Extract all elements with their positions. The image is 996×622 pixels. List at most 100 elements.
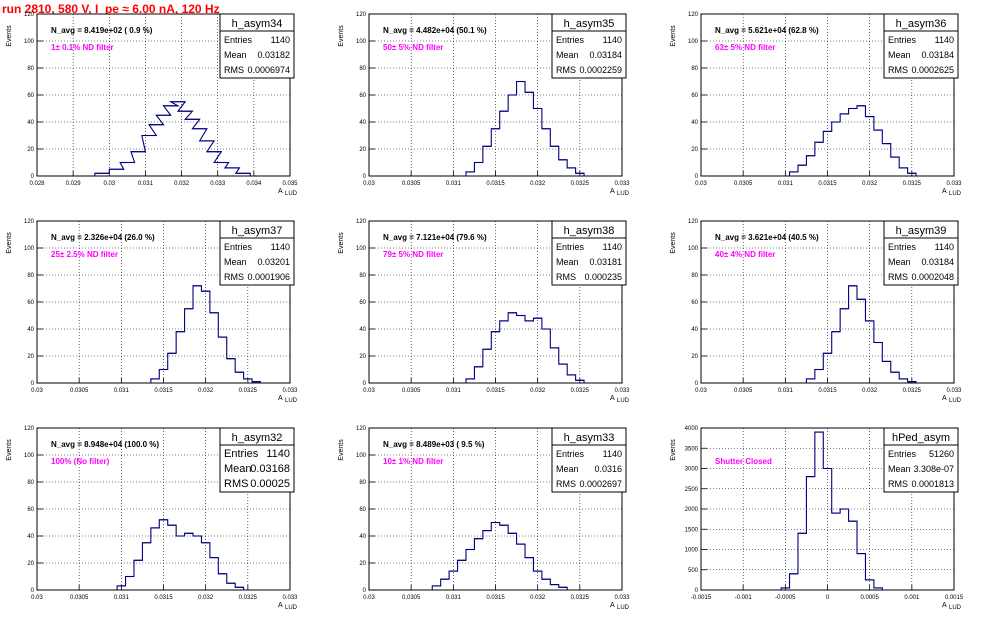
y-tick-label: 120 [24,12,35,18]
stats-value-mean: 0.03182 [257,50,290,60]
x-axis-label: A [278,395,283,402]
y-tick-label: 20 [359,354,366,360]
y-tick-label: 80 [27,480,34,486]
histogram-svg: 0.03 0.0305 0.031 0.0315 0.032 0.0325 0.033 0 20… [338,12,630,197]
stats-label-mean: Mean [224,463,252,475]
y-tick-label: 60 [359,300,366,306]
stats-value-entries: 1140 [603,35,622,45]
stats-box [219,427,295,493]
x-tick-label: 0.0315 [818,181,837,187]
stats-title: h_asym37 [232,225,283,237]
stats-value-mean: 3.308e-07 [913,464,954,474]
y-tick-label: 80 [27,66,34,72]
x-tick-label: 0.028 [29,181,45,187]
histogram-svg: 0.03 0.0305 0.031 0.0315 0.032 0.0325 0.033 0 20… [338,219,630,404]
stats-label-rms: RMS [224,65,244,75]
histogram-svg: 0.03 0.0305 0.031 0.0315 0.032 0.0325 0.033 0 20… [670,12,962,197]
histogram-panel-h_asym33: 0.03 0.0305 0.031 0.0315 0.032 0.0325 0.033 0 20… [332,414,664,621]
histogram-panel-h_asym39: 0.03 0.0305 0.031 0.0315 0.032 0.0325 0.033 0 20… [664,207,996,414]
x-axis-label: A [942,188,947,195]
x-tick-label: 0.0315 [486,181,505,187]
x-tick-label: 0.03 [695,388,707,394]
stats-value-entries: 1140 [603,449,622,459]
x-tick-label: 0.033 [614,388,630,394]
y-tick-label: 120 [688,219,699,225]
y-tick-label: 40 [27,534,34,540]
y-tick-label: 40 [27,120,34,126]
y-tick-label: 120 [24,426,35,432]
x-tick-label: 0.0015 [945,595,964,601]
stats-value-entries: 1140 [271,242,290,252]
x-tick-label: 0.032 [174,181,190,187]
x-axis-subscript: LUD [949,398,962,404]
y-axis-label: Events [670,439,677,461]
y-tick-label: 80 [359,66,366,72]
y-axis-label: Events [338,25,345,47]
y-tick-label: 40 [359,120,366,126]
x-axis-label: A [610,602,615,609]
x-tick-label: 0.031 [114,595,130,601]
filter-label: 25± 2.5% ND filter [51,250,118,259]
x-tick-label: 0.03 [695,181,707,187]
x-tick-label: -0.001 [735,595,753,601]
x-tick-label: 0.034 [246,181,262,187]
y-tick-label: 60 [27,507,34,513]
x-tick-label: 0.033 [946,181,962,187]
stats-label-entries: Entries [556,35,585,45]
histogram-panel-h_asym38: 0.03 0.0305 0.031 0.0315 0.032 0.0325 0.033 0 20… [332,207,664,414]
y-tick-label: 100 [24,39,35,45]
stats-value-mean: 0.03184 [589,50,622,60]
y-tick-label: 100 [688,246,699,252]
y-tick-label: 40 [691,120,698,126]
y-tick-label: 1500 [685,527,699,533]
filter-label: 1± 0.1% ND filter [51,43,114,52]
stats-label-rms: RMS [224,272,244,282]
x-tick-label: 0.032 [862,388,878,394]
stats-box [883,13,959,79]
x-tick-label: 0.0325 [239,595,258,601]
stats-value-mean: 0.0316 [594,464,622,474]
x-tick-label: 0.033 [614,595,630,601]
y-tick-label: 0 [363,174,367,180]
y-tick-label: 0 [695,588,699,594]
y-tick-label: 40 [359,534,366,540]
x-axis-label: A [610,188,615,195]
y-tick-label: 0 [363,381,367,387]
stats-label-rms: RMS [888,65,908,75]
n-avg-label: N_avg = 8.419e+02 ( 0.9 %) [51,26,153,35]
histogram-panel-hPed_asym: -0.0015 -0.001 -0.0005 0 0.0005 0.001 0.0015 0 5… [664,414,996,621]
histogram-line [780,431,883,590]
histogram-svg: 0.03 0.0305 0.031 0.0315 0.032 0.0325 0.033 0 20… [6,219,298,404]
stats-value-mean: 0.03184 [921,257,954,267]
y-tick-label: 100 [24,453,35,459]
histogram-svg: 0.028 0.029 0.03 0.031 0.032 0.033 0.034 0.035 0… [6,12,298,197]
x-tick-label: 0.03 [363,181,375,187]
stats-label-entries: Entries [556,242,585,252]
x-tick-label: -0.0005 [775,595,796,601]
y-axis-label: Events [670,25,677,47]
x-tick-label: 0.031 [114,388,130,394]
x-tick-label: 0.0325 [239,388,258,394]
y-tick-label: 60 [691,300,698,306]
x-tick-label: 0.0315 [486,388,505,394]
n-avg-label: N_avg = 5.621e+04 (62.8 %) [715,26,819,35]
x-tick-label: 0.0325 [903,181,922,187]
y-tick-label: 40 [691,327,698,333]
y-axis-label: Events [338,232,345,254]
y-tick-label: 20 [27,354,34,360]
stats-value-entries: 1140 [603,242,622,252]
x-axis-subscript: LUD [285,605,298,611]
y-tick-label: 80 [27,273,34,279]
y-axis-label: Events [6,439,13,461]
x-tick-label: 0.03 [363,388,375,394]
stats-value-rms: 0.0002697 [579,479,622,489]
stats-label-mean: Mean [556,50,579,60]
y-tick-label: 60 [27,93,34,99]
stats-title: h_asym36 [896,18,947,30]
filter-label: 50± 5% ND filter [383,43,443,52]
stats-label-rms: RMS [556,272,576,282]
histogram-panel-h_asym34: 0.028 0.029 0.03 0.031 0.032 0.033 0.034 0.035 0… [0,0,332,207]
filter-label: 100% (No filter) [51,457,110,466]
y-tick-label: 80 [691,273,698,279]
stats-label-entries: Entries [224,35,253,45]
